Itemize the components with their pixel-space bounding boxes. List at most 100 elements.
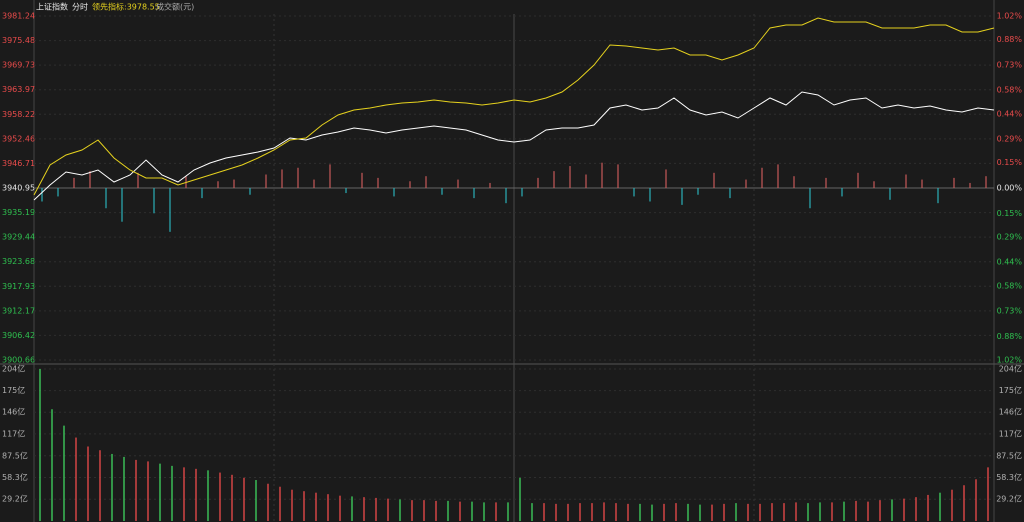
volume-bar [903,498,905,521]
price-line [33,91,995,201]
volume-bar [495,502,497,521]
volume-bar [747,503,749,521]
volume-bar [675,503,677,521]
change-bar [489,182,491,188]
change-bar [265,174,267,188]
change-bar [777,164,779,188]
change-bar [793,176,795,188]
y2-tick-label: 0.15% [997,209,1023,218]
volume-bar [771,503,773,521]
y-tick-label: 3929.44 [2,233,35,242]
volume-bar [483,502,485,521]
volume-bar [291,489,293,521]
volume-bar [159,463,161,521]
y-tick-label: 3963.97 [2,85,35,94]
volume-bar [39,369,41,521]
y2-tick-label: 0.58% [997,86,1023,95]
volume-label: 成交额(元) [156,2,194,12]
volume-bar [459,501,461,521]
volume-bar [63,425,65,521]
change-bar [89,171,91,188]
volume-bar [447,500,449,521]
volume-bar [183,467,185,521]
change-bar [505,188,507,204]
y2-tick-label: 0.73% [997,307,1023,316]
volume-bar [243,477,245,521]
volume-bar [111,453,113,521]
volume-bar [579,503,581,521]
volume-bar [735,503,737,521]
change-bar [457,179,459,188]
change-bar [841,188,843,197]
change-bar [633,188,635,197]
change-bar [121,188,123,222]
volume-bar [531,503,533,521]
volume-bar [663,503,665,521]
volume-bar [615,503,617,521]
change-bar [873,181,875,188]
y2-tick-label: 0.29% [997,232,1023,241]
volume-bar [219,472,221,521]
y2-tick-label: 0.44% [997,258,1023,267]
change-bar [41,188,43,202]
volume-bar [51,409,53,521]
change-bar [409,181,411,188]
change-bar [953,177,955,188]
volume-bar [807,503,809,521]
change-bar [137,172,139,188]
change-bar [521,188,523,197]
volume-bar [207,470,209,521]
volume-bar [723,503,725,521]
volume-bar [795,502,797,521]
change-bar [233,179,235,188]
y2-tick-label: 1.02% [997,356,1023,365]
volume-bar [363,497,365,521]
volume-bar [87,446,89,521]
volume-bar [591,503,593,521]
y-tick-label: 3958.22 [2,110,35,119]
change-bar [169,188,171,232]
volume-bar [555,503,557,521]
volume-bar [987,467,989,521]
volume-bar [519,477,521,521]
change-bar [105,188,107,209]
volume-bar [147,461,149,521]
volume-bar [375,497,377,521]
y-tick-label: 3952.46 [2,134,35,143]
volume-bar [963,485,965,521]
volume-bar [75,437,77,521]
y-tick-label: 58.3亿 [2,472,28,482]
change-bar [825,177,827,188]
change-bar [201,188,203,199]
change-bar [857,172,859,188]
change-bar [217,181,219,188]
volume-bar [819,502,821,521]
y-tick-label-right: 29.2亿 [996,494,1022,504]
change-bar [921,179,923,188]
change-bar [665,169,667,188]
volume-bar [411,500,413,521]
change-bar [617,164,619,188]
volume-bar [231,474,233,521]
y2-tick-label: 0.88% [997,35,1023,44]
change-bar [441,188,443,195]
volume-bar [351,496,353,521]
change-bar [745,179,747,188]
volume-bar [471,501,473,521]
volume-bar [915,497,917,521]
change-bar [313,179,315,188]
change-bar [969,182,971,188]
y-tick-label: 117亿 [2,428,25,438]
volume-bar [855,500,857,521]
volume-bar [867,501,869,521]
volume-bar [279,486,281,521]
change-bar [153,188,155,214]
change-bar [889,188,891,200]
volume-bar [975,479,977,521]
volume-bar [303,491,305,521]
mode-tab[interactable]: 分时 [72,2,88,12]
change-bar [985,176,987,188]
volume-bar [339,495,341,521]
volume-bar [435,500,437,521]
